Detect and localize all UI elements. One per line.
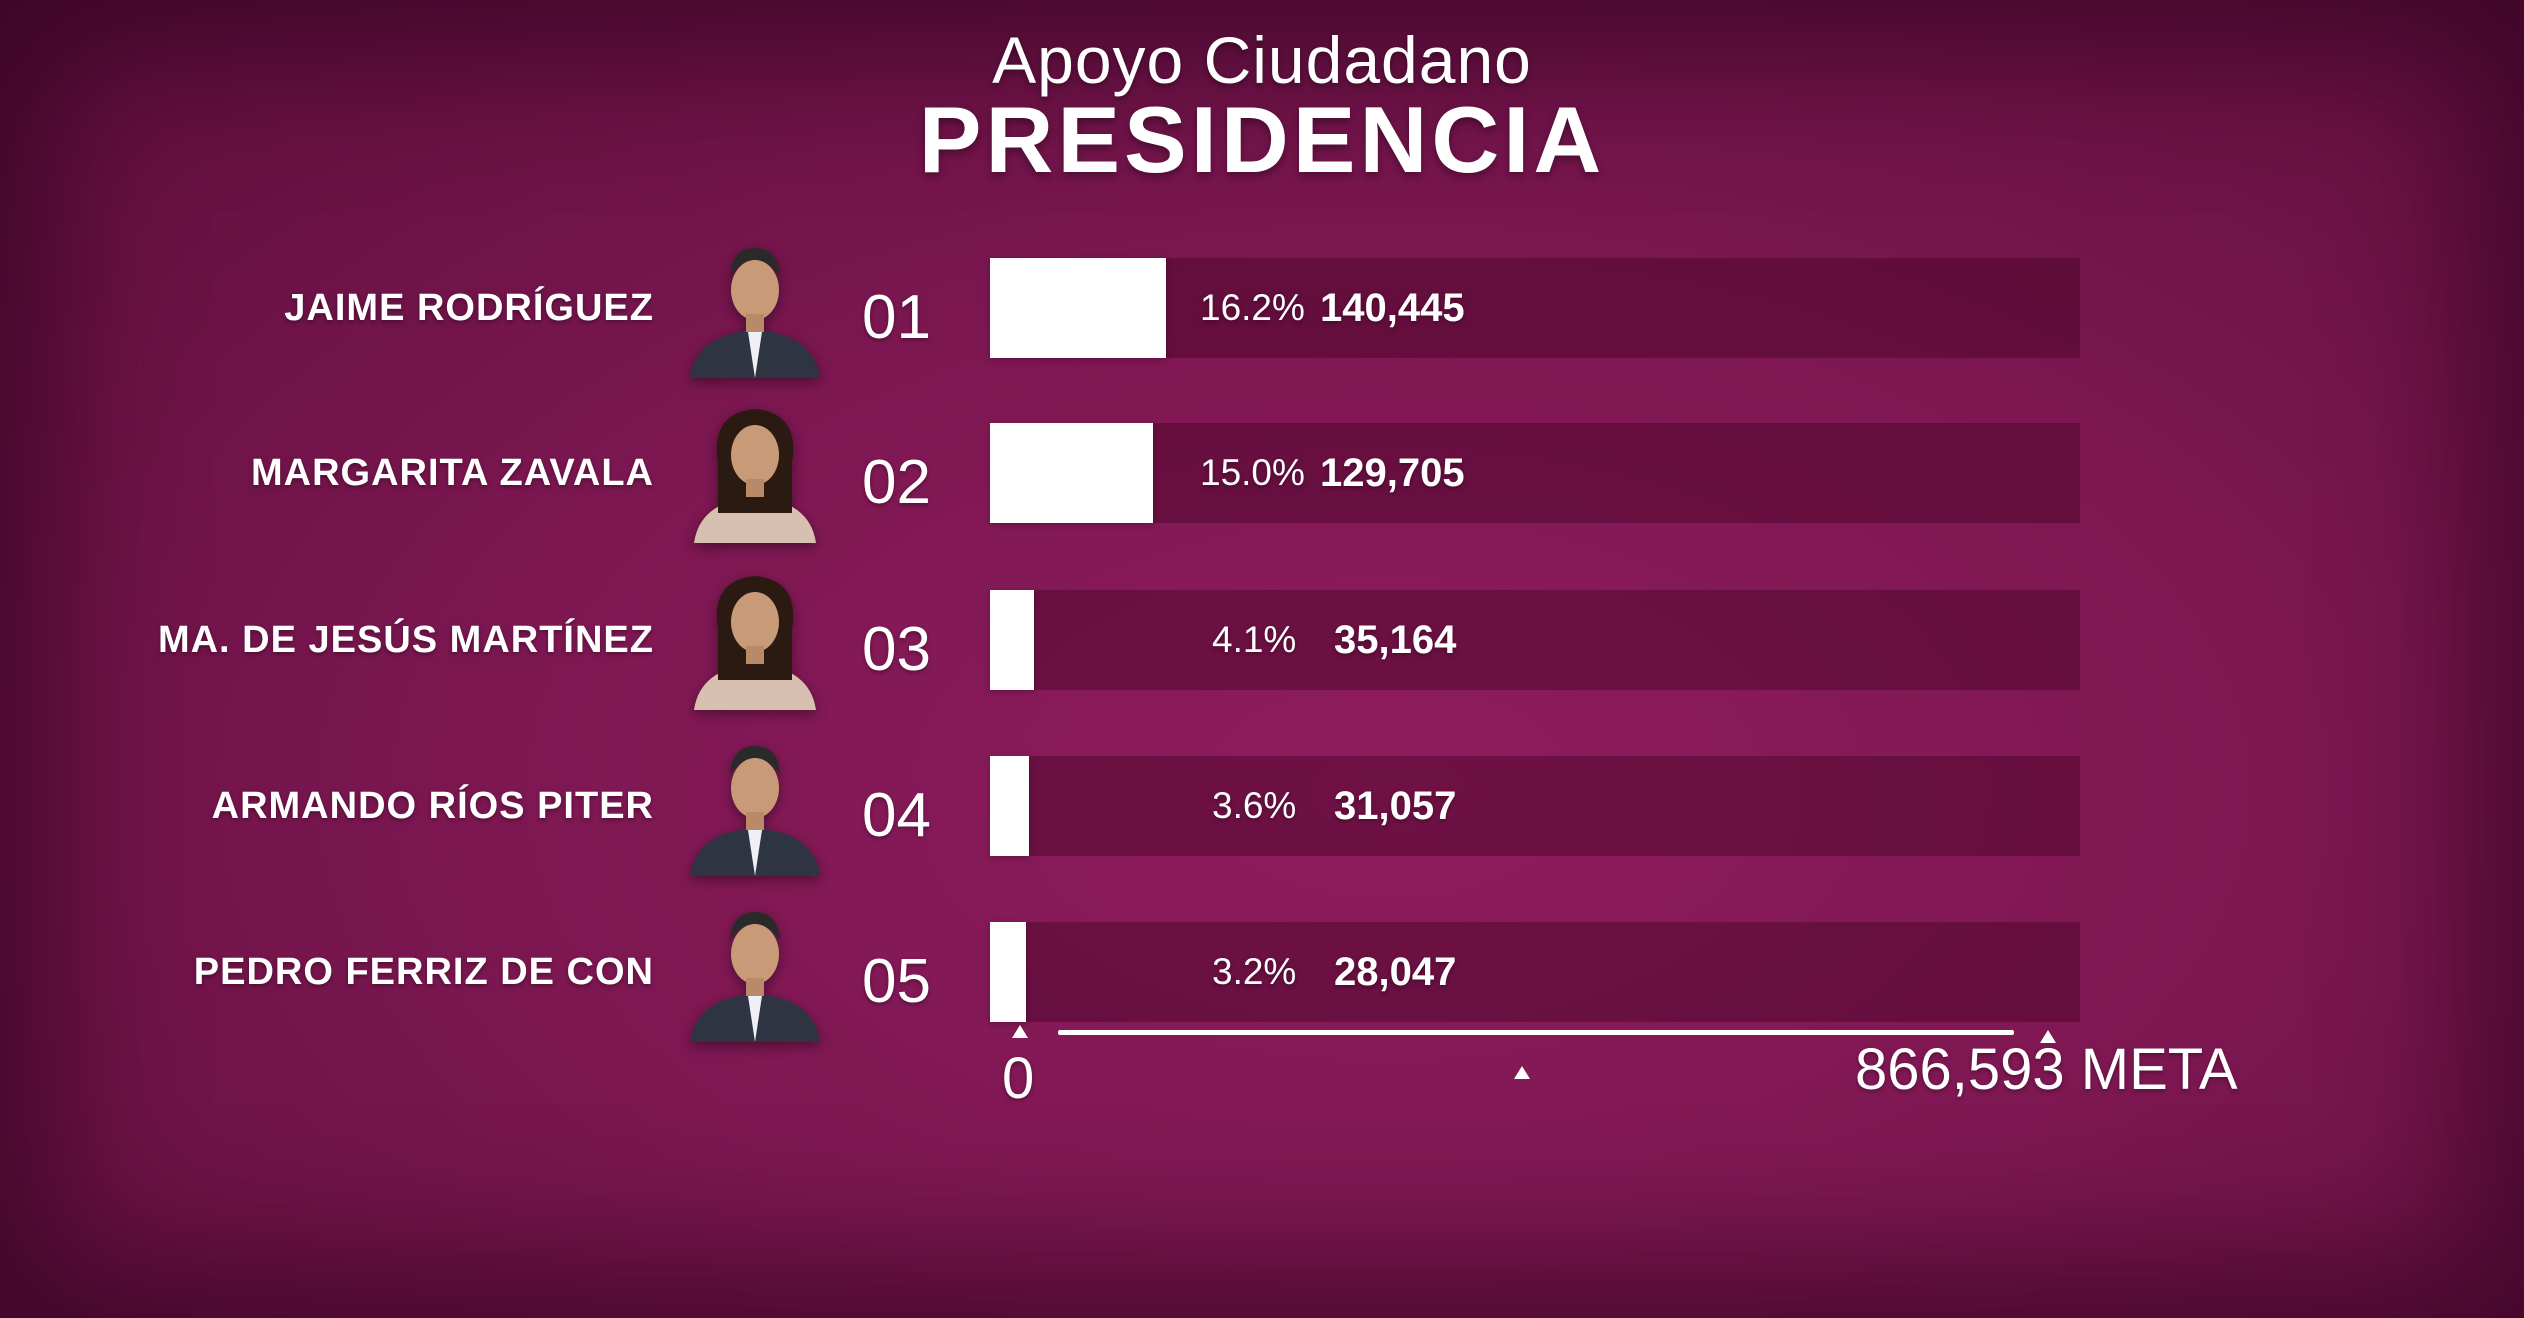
bar-track [990, 590, 2080, 690]
x-axis-goal-label: 866,593 META [1855, 1037, 2238, 1102]
percent-label: 15.0% [1200, 452, 1305, 493]
candidate-portrait-woman-icon [680, 393, 830, 543]
bar-mark [990, 423, 1153, 523]
candidate-portrait-man-icon [680, 228, 830, 378]
bar-track [990, 423, 2080, 523]
candidate-portrait-man-icon [680, 726, 830, 876]
percent-label: 3.6% [1212, 785, 1297, 826]
candidate-portrait-man-icon [680, 892, 830, 1042]
chart-row: MARGARITA ZAVALA 02 15.0% 129,705 [0, 409, 2524, 583]
x-axis-line [1058, 1030, 2014, 1035]
bar-mark [990, 258, 1166, 358]
chart-row: PEDRO FERRIZ DE CON 05 3.2% 28,047 [0, 912, 2524, 1082]
bar-mark [990, 590, 1034, 690]
value-label: 129,705 [1320, 451, 1465, 495]
candidate-number-label: 05 [862, 947, 931, 1016]
bar-track [990, 756, 2080, 856]
x-axis-min-label: 0 [1002, 1046, 1035, 1111]
chart-row: ARMANDO RÍOS PITER 04 3.6% 31,057 [0, 746, 2524, 916]
candidate-name-label: MA. DE JESÚS MARTÍNEZ [157, 619, 654, 661]
bar-mark [990, 922, 1026, 1022]
chart-row: JAIME RODRÍGUEZ 01 16.2% 140,445 [0, 248, 2524, 418]
candidate-name-label: PEDRO FERRIZ DE CON [193, 951, 654, 993]
chart-row: MA. DE JESÚS MARTÍNEZ 03 4.1% 35,164 [0, 576, 2524, 750]
candidate-number-label: 04 [862, 781, 931, 850]
bar-mark [990, 756, 1029, 856]
candidate-portrait-woman-icon [680, 560, 830, 710]
axis-tick-mid-icon [1514, 1066, 1530, 1079]
bar-track [990, 922, 2080, 1022]
candidate-number-label: 01 [862, 283, 931, 352]
value-label: 28,047 [1334, 950, 1457, 994]
axis-tick-goal-icon [2040, 1030, 2056, 1043]
value-label: 140,445 [1320, 286, 1465, 330]
candidate-name-label: ARMANDO RÍOS PITER [211, 785, 654, 827]
axis-tick-start-icon [1012, 1025, 1028, 1038]
value-label: 35,164 [1334, 618, 1457, 662]
candidate-number-label: 03 [862, 615, 931, 684]
candidate-name-label: JAIME RODRÍGUEZ [284, 287, 654, 329]
percent-label: 16.2% [1200, 287, 1305, 328]
percent-label: 3.2% [1212, 951, 1297, 992]
candidate-number-label: 02 [862, 448, 931, 517]
candidate-name-label: MARGARITA ZAVALA [251, 452, 654, 494]
value-label: 31,057 [1334, 784, 1457, 828]
percent-label: 4.1% [1212, 619, 1297, 660]
chart-title: PRESIDENCIA [918, 87, 1606, 192]
bar-track [990, 258, 2080, 358]
chart-subtitle: Apoyo Ciudadano [992, 23, 1532, 97]
